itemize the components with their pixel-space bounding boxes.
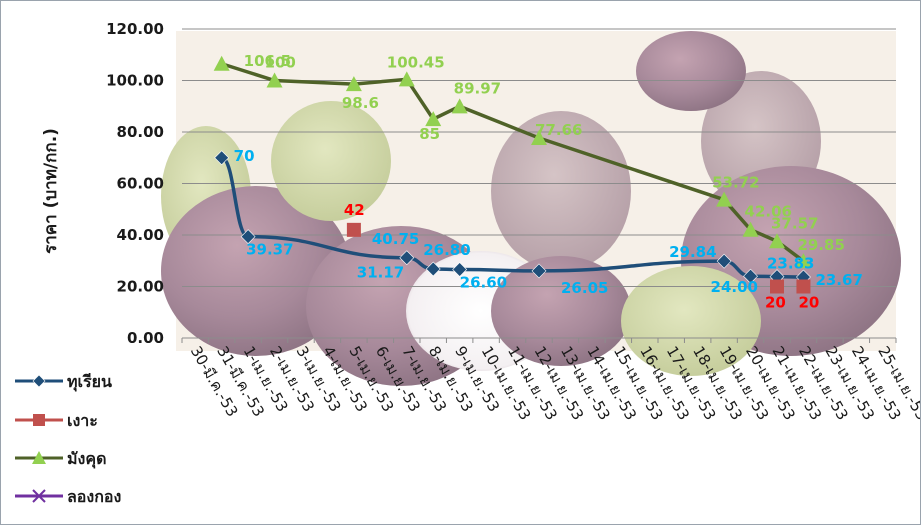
data-label: 42.06 bbox=[745, 203, 792, 221]
data-label: 20 bbox=[765, 294, 786, 312]
data-label: 29.84 bbox=[669, 243, 716, 261]
data-label: 37.57 bbox=[771, 214, 818, 232]
data-label: 29.85 bbox=[797, 236, 844, 254]
data-point bbox=[716, 191, 733, 207]
series-เงาะ bbox=[346, 222, 811, 294]
data-label: 70 bbox=[234, 147, 255, 165]
data-point bbox=[213, 55, 230, 71]
data-point bbox=[214, 150, 230, 166]
data-label: 53.72 bbox=[712, 174, 759, 192]
data-point bbox=[399, 250, 415, 266]
photo-fruit-9 bbox=[621, 266, 761, 376]
data-point bbox=[452, 262, 468, 277]
legend-label: ลองกอง bbox=[67, 487, 121, 506]
photo-fruit-2 bbox=[161, 186, 351, 356]
legend-marker bbox=[33, 414, 45, 426]
data-point bbox=[240, 229, 256, 245]
legend-marker bbox=[32, 374, 46, 388]
legend-label: เงาะ bbox=[67, 411, 98, 430]
y-tick-label: 120.00 bbox=[106, 20, 164, 38]
data-label: 100.45 bbox=[387, 53, 445, 71]
legend-marker bbox=[32, 489, 46, 503]
data-point bbox=[531, 130, 547, 146]
y-tick-label: 100.00 bbox=[106, 72, 164, 90]
data-point bbox=[796, 279, 811, 294]
data-point bbox=[425, 111, 442, 127]
y-tick-label: 80.00 bbox=[117, 123, 164, 141]
series-layer bbox=[213, 55, 812, 294]
legend-marker bbox=[32, 451, 46, 464]
data-label: 26.80 bbox=[423, 241, 470, 259]
data-label: 98.6 bbox=[342, 94, 379, 112]
legend-label: มังคุด bbox=[67, 449, 106, 469]
data-point bbox=[398, 71, 415, 87]
data-label: 24.00 bbox=[711, 278, 758, 296]
mangosteen-photo-background bbox=[161, 31, 901, 386]
legend-label: ทุเรียน bbox=[67, 372, 112, 392]
photo-fruit-5 bbox=[491, 111, 631, 271]
data-point bbox=[743, 268, 758, 284]
y-axis-label: ราคา (บาท/กก.) bbox=[41, 128, 61, 254]
y-axis-ticks: 0.00 20.00 40.00 60.00 80.00 100.00 120.00 bbox=[106, 20, 164, 347]
photo-fruit-10 bbox=[636, 31, 746, 111]
data-point bbox=[716, 253, 732, 269]
data-label: 26.60 bbox=[460, 274, 507, 292]
data-label: 40.75 bbox=[372, 230, 419, 248]
data-label: 106.5 bbox=[244, 52, 291, 70]
data-label: 85 bbox=[419, 125, 440, 143]
data-label: 31.17 bbox=[357, 264, 404, 282]
x-axis-ticks: 30-มี.ค.-5331-มี.ค.-531-เม.ย.-532-เม.ย.-… bbox=[181, 338, 920, 423]
y-tick-label: 60.00 bbox=[117, 175, 164, 193]
data-point bbox=[769, 233, 785, 249]
data-point bbox=[345, 76, 362, 92]
data-point bbox=[451, 98, 468, 114]
data-label: 39.37 bbox=[246, 241, 293, 259]
series-มังคุด bbox=[213, 55, 812, 269]
photo-fruit-3 bbox=[271, 101, 391, 221]
y-tick-label: 20.00 bbox=[117, 278, 164, 296]
data-label: 20 bbox=[798, 294, 819, 312]
y-tick-label: 40.00 bbox=[117, 226, 164, 244]
data-point bbox=[425, 261, 441, 277]
data-label: 42 bbox=[344, 201, 365, 219]
data-point bbox=[266, 72, 283, 88]
y-tick-label: 0.00 bbox=[127, 329, 164, 347]
data-labels: 70 39.37 31.17 26.80 26.60 26.05 29.84 24.00 23.… bbox=[234, 52, 863, 312]
data-point bbox=[346, 222, 361, 237]
data-point bbox=[742, 221, 759, 237]
data-point bbox=[770, 279, 784, 294]
data-point bbox=[531, 263, 547, 279]
data-label: 77.66 bbox=[535, 121, 582, 139]
data-label: 26.05 bbox=[561, 279, 608, 297]
data-label: 23.83 bbox=[767, 255, 814, 273]
data-point bbox=[795, 253, 812, 269]
data-label: 23.67 bbox=[815, 271, 862, 289]
data-label: 89.97 bbox=[454, 79, 501, 97]
data-label: 100 bbox=[265, 54, 296, 72]
